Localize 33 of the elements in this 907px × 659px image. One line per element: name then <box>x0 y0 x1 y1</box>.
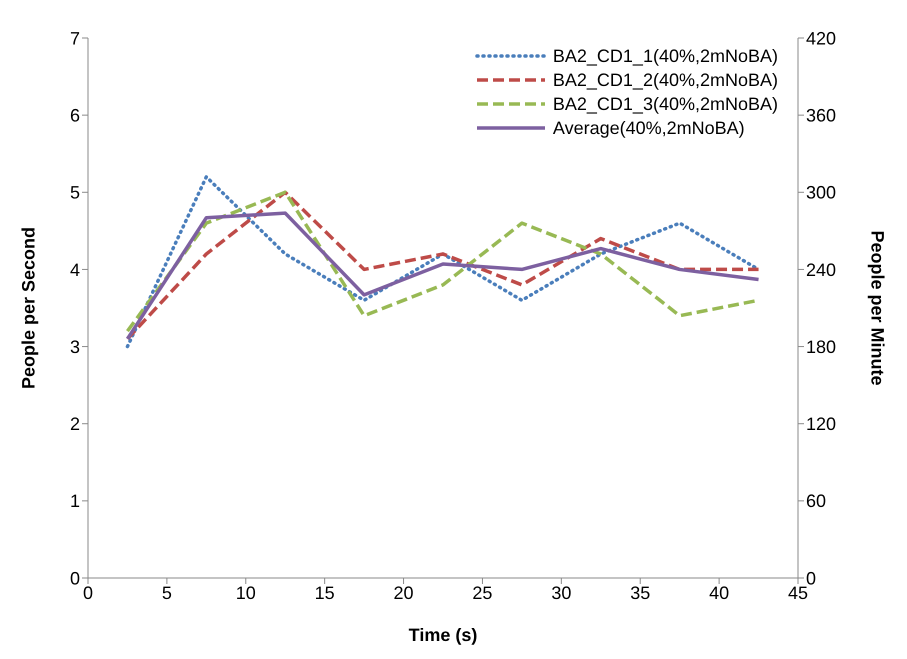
y-tick-label: 1 <box>70 491 80 512</box>
y-tick-label: 3 <box>70 336 80 357</box>
legend-label: BA2_CD1_1(40%,2mNoBA) <box>552 45 778 68</box>
x-tick-label: 25 <box>472 582 492 603</box>
y2-tick-label: 240 <box>806 260 836 280</box>
y-axis-title: People per Second <box>18 226 38 390</box>
x-tick-label: 15 <box>314 582 335 603</box>
x-tick-label: 0 <box>82 582 94 603</box>
legend-label: BA2_CD1_2(40%,2mNoBA) <box>552 69 778 92</box>
y2-tick-label: 180 <box>806 336 836 357</box>
y-tick-label: 4 <box>70 260 80 280</box>
y2-tick-label: 360 <box>806 106 836 126</box>
x-tick-label: 5 <box>162 582 172 603</box>
legend-label: Average(40%,2mNoBA) <box>552 117 745 140</box>
y-tick-label: 6 <box>70 106 80 126</box>
y-tick-label: 2 <box>70 414 80 434</box>
legend-label: BA2_CD1_3(40%,2mNoBA) <box>552 93 778 116</box>
x-tick-label: 40 <box>709 582 730 603</box>
x-tick-label: 35 <box>630 582 650 603</box>
x-tick-label: 20 <box>394 582 414 603</box>
y2-tick-label: 300 <box>806 182 836 203</box>
x-axis-title: Time (s) <box>408 624 478 645</box>
y2-tick-label: 60 <box>806 491 826 512</box>
x-tick-label: 30 <box>551 582 572 603</box>
y2-tick-label: 120 <box>806 414 836 434</box>
y2-axis-title: People per Minute <box>868 230 888 386</box>
x-tick-label: 45 <box>788 582 808 603</box>
y2-tick-label: 0 <box>806 568 816 588</box>
y-tick-label: 5 <box>70 182 80 203</box>
x-tick-label: 10 <box>236 582 256 603</box>
y2-tick-label: 420 <box>806 28 836 48</box>
y-tick-label: 0 <box>70 568 80 588</box>
y-tick-label: 7 <box>70 28 80 48</box>
